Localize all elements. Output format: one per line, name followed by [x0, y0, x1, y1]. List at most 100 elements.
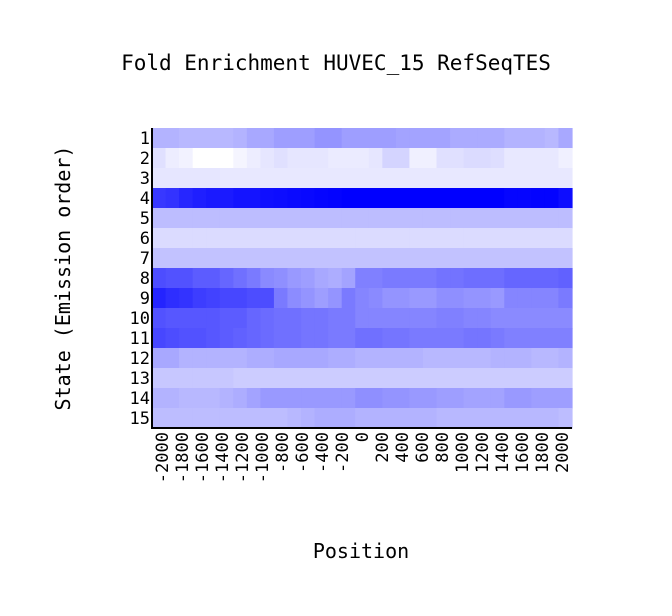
heatmap-cell [246, 388, 261, 409]
heatmap-cell [558, 348, 573, 369]
x-tick-label: -1800 [173, 432, 193, 483]
heatmap-cell [490, 328, 505, 349]
heatmap-cell [341, 308, 356, 329]
heatmap-cell [192, 208, 207, 229]
heatmap-cell [531, 208, 546, 229]
heatmap-cell [273, 288, 289, 309]
heatmap-cell [531, 248, 546, 269]
heatmap-cell [328, 368, 343, 389]
heatmap-cell [544, 308, 560, 329]
heatmap-cell [179, 208, 194, 229]
heatmap-cell [368, 368, 383, 389]
heatmap-cell [260, 408, 275, 429]
heatmap-cell [544, 288, 560, 309]
heatmap-cell [233, 148, 248, 169]
heatmap-cell [517, 148, 532, 169]
heatmap-cell [192, 348, 207, 369]
heatmap-cell [206, 188, 221, 209]
heatmap-cell [544, 208, 560, 229]
heatmap-cell [368, 408, 383, 429]
heatmap-cell [192, 228, 207, 249]
heatmap-cell [517, 268, 532, 289]
heatmap-cell [179, 308, 194, 329]
heatmap-cell [165, 408, 180, 429]
heatmap-cell [490, 268, 505, 289]
heatmap-cell [382, 128, 397, 149]
heatmap-cell [341, 328, 356, 349]
heatmap-cell [233, 288, 248, 309]
chart-title: Fold Enrichment HUVEC_15 RefSeqTES [121, 51, 551, 75]
heatmap-cell [233, 188, 248, 209]
heatmap-cell [504, 168, 519, 189]
heatmap-cell [301, 228, 316, 249]
heatmap-cell [395, 328, 411, 349]
y-tick-label: 10 [130, 309, 150, 329]
heatmap-cell [504, 228, 519, 249]
heatmap-cell [450, 288, 465, 309]
heatmap-cell [558, 128, 573, 149]
heatmap-cell [450, 248, 465, 269]
heatmap-cell [504, 348, 519, 369]
heatmap-cell [436, 388, 451, 409]
heatmap-cell [382, 348, 397, 369]
heatmap-cell [463, 168, 478, 189]
heatmap-cell [273, 388, 289, 409]
heatmap-cell [179, 128, 194, 149]
heatmap-cell [436, 348, 451, 369]
heatmap-cell [517, 208, 532, 229]
heatmap-cell [558, 168, 573, 189]
heatmap-cell [544, 268, 560, 289]
heatmap-cell [314, 168, 329, 189]
heatmap-cell [382, 168, 397, 189]
heatmap-cell [382, 188, 397, 209]
heatmap-cell [233, 308, 248, 329]
heatmap-cell [206, 268, 221, 289]
heatmap-cell [450, 228, 465, 249]
heatmap-cell [341, 188, 356, 209]
heatmap-cell [504, 268, 519, 289]
heatmap-cell [531, 348, 546, 369]
heatmap-cell [192, 248, 207, 269]
heatmap-cell [409, 208, 424, 229]
heatmap-cell [179, 248, 194, 269]
heatmap-cell [206, 228, 221, 249]
heatmap-cell [409, 368, 424, 389]
heatmap-cell [165, 288, 180, 309]
heatmap-cell [273, 228, 289, 249]
heatmap-cell [233, 208, 248, 229]
heatmap-cell [260, 268, 275, 289]
heatmap-cell [328, 308, 343, 329]
heatmap-cell [328, 348, 343, 369]
heatmap-cell [490, 408, 505, 429]
heatmap-cell [531, 308, 546, 329]
heatmap-cell [409, 388, 424, 409]
heatmap-cell [219, 328, 234, 349]
heatmap-cell [273, 268, 289, 289]
heatmap-cell [436, 148, 451, 169]
heatmap-cell [260, 228, 275, 249]
heatmap-cell [544, 388, 560, 409]
heatmap-cell [179, 328, 194, 349]
heatmap-cell [504, 388, 519, 409]
y-tick-label: 8 [140, 269, 150, 289]
heatmap-cell [477, 268, 492, 289]
heatmap-cell [233, 168, 248, 189]
x-tick-label: -600 [293, 432, 313, 473]
x-tick-label: -2000 [153, 432, 173, 483]
heatmap-cell [436, 288, 451, 309]
x-tick-label: -800 [273, 432, 293, 473]
heatmap-cell [544, 128, 560, 149]
heatmap-cell [152, 388, 167, 409]
heatmap-cell [409, 308, 424, 329]
heatmap-cell [395, 168, 411, 189]
heatmap-cell [368, 148, 383, 169]
heatmap-cell [341, 248, 356, 269]
heatmap-cell [301, 328, 316, 349]
heatmap-cell [233, 248, 248, 269]
heatmap-cell [301, 248, 316, 269]
heatmap-cell [517, 308, 532, 329]
heatmap-cell [395, 208, 411, 229]
x-tick-label: -1600 [193, 432, 213, 483]
heatmap-cell [206, 128, 221, 149]
heatmap-cell [246, 288, 261, 309]
